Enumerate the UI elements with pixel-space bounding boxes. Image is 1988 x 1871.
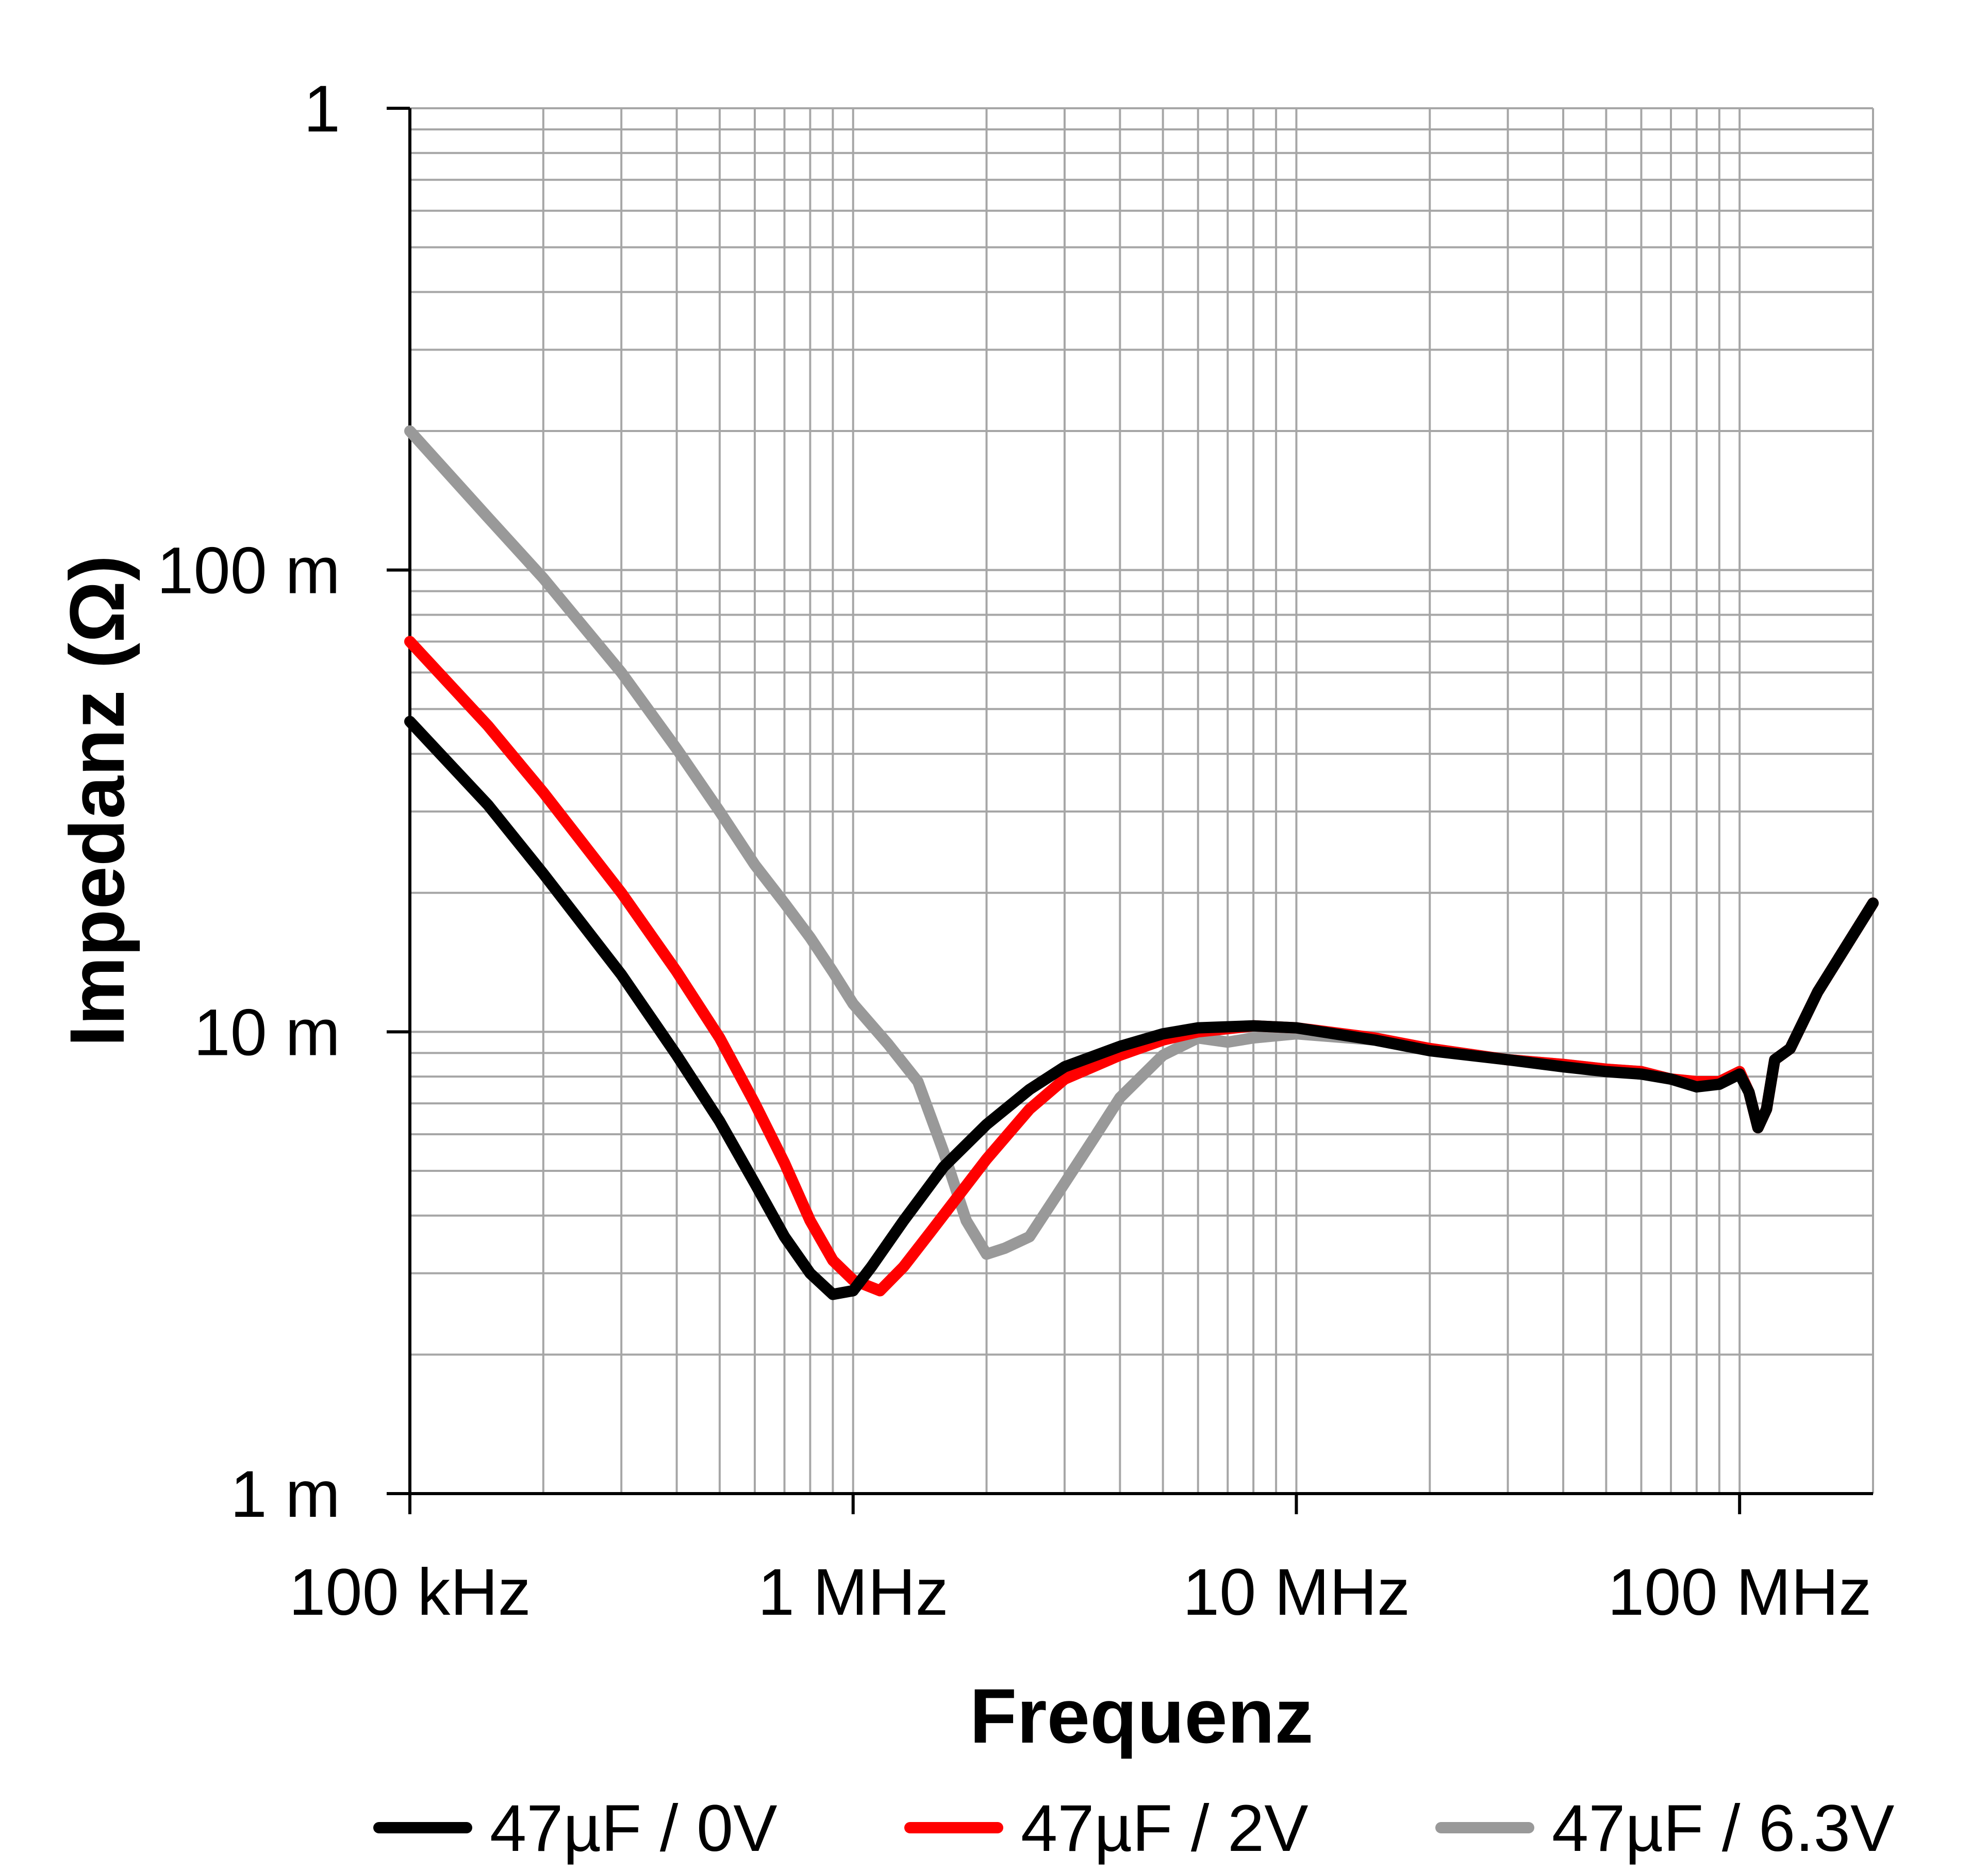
legend-label: 47µF / 6.3V <box>1552 1792 1894 1865</box>
axes <box>387 107 1873 1514</box>
x-tick-label: 1 MHz <box>758 1555 949 1629</box>
series-lines <box>404 425 1879 1300</box>
tick-labels: 100 kHz 1 MHz 10 MHz 100 MHz 1 100 m 10 m 1 m <box>157 72 1871 1629</box>
legend-label: 47µF / 2V <box>1021 1792 1308 1865</box>
y-axis-title: Impedanz (Ω) <box>54 555 140 1047</box>
x-tick-label: 100 MHz <box>1608 1555 1871 1629</box>
x-axis-title: Frequenz <box>970 1673 1314 1759</box>
y-tick-label: 10 m <box>193 996 340 1069</box>
y-tick-label: 1 <box>304 72 340 146</box>
x-tick-label: 10 MHz <box>1183 1555 1410 1629</box>
legend-label: 47µF / 0V <box>490 1792 777 1865</box>
x-tick-label: 100 kHz <box>289 1555 531 1629</box>
legend: 47µF / 0V 47µF / 2V 47µF / 6.3V <box>373 1792 1894 1865</box>
y-tick-label: 1 m <box>230 1458 340 1531</box>
y-tick-label: 100 m <box>157 534 340 608</box>
grid <box>409 107 1874 1495</box>
series-line <box>404 716 1879 1300</box>
